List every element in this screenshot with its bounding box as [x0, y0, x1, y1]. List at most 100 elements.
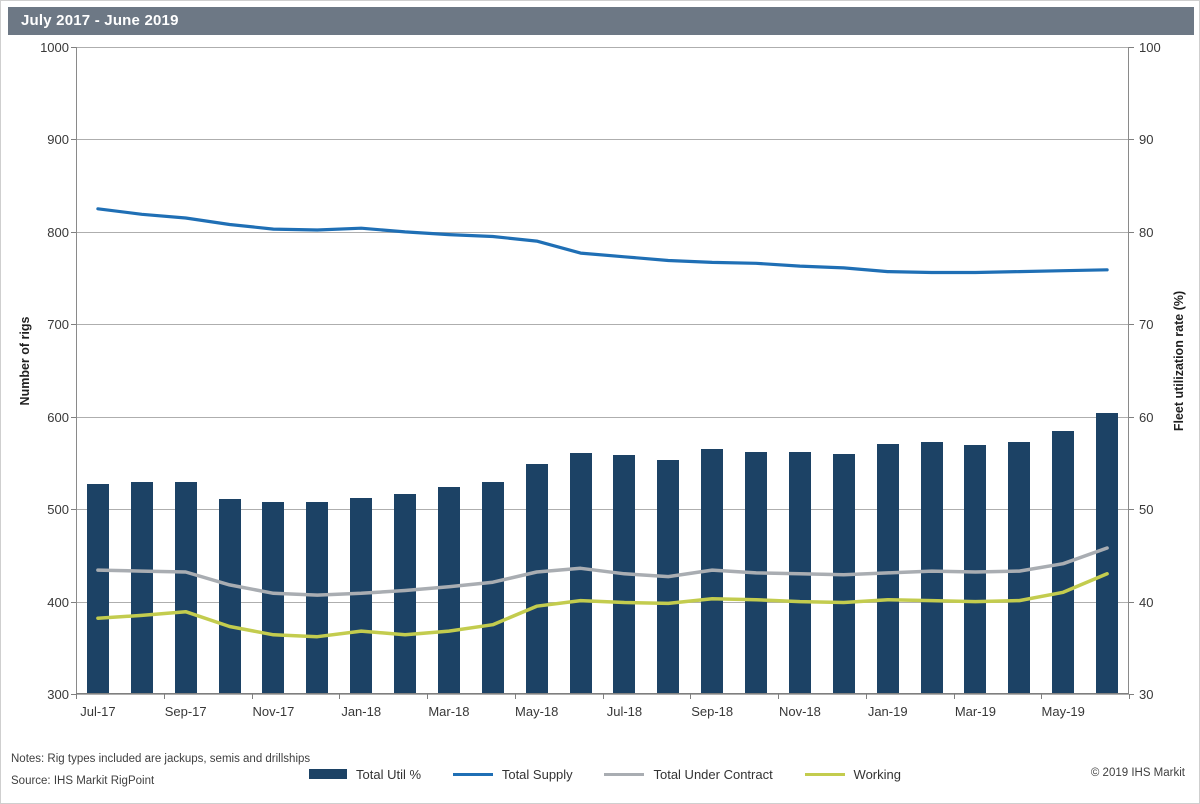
bar-Jan-19 [876, 443, 899, 693]
x-tick-mark [690, 694, 692, 699]
legend-label: Total Util % [356, 766, 422, 782]
right-tick-mark [1129, 47, 1134, 48]
left-tick-1000: 1000 [40, 40, 69, 55]
x-tick-mark [514, 694, 516, 699]
x-tick-label-Mar-18: Mar-18 [428, 704, 470, 719]
copyright-text: © 2019 IHS Markit [1090, 767, 1185, 779]
x-tick-label-Jan-19: Jan-19 [867, 704, 908, 719]
right-tick-mark [1129, 509, 1134, 511]
legend-item-working: Working [804, 766, 901, 782]
x-tick-mark [602, 694, 604, 699]
right-tick-mark [1129, 601, 1134, 603]
x-tick-mark [1129, 694, 1130, 699]
bar-Jun-18 [569, 452, 592, 693]
left-tick-mark [71, 509, 76, 511]
right-tick-100: 100 [1139, 40, 1161, 55]
bar-Jan-18 [350, 498, 373, 693]
left-tick-mark [71, 231, 76, 233]
right-tick-60: 60 [1139, 409, 1154, 425]
legend-label: Working [853, 766, 901, 782]
legend-line-swatch [452, 772, 493, 776]
gridline-900 [76, 139, 1129, 141]
source-text: Source: IHS Markit RigPoint [11, 775, 155, 787]
x-tick-label-May-18: May-18 [515, 704, 559, 719]
notes-text: Notes: Rig types included are jackups, s… [11, 753, 311, 765]
chart-title: July 2017 - June 2019 [21, 12, 179, 29]
x-tick-mark [865, 694, 867, 699]
left-tick-mark [71, 139, 76, 141]
x-tick-mark [427, 694, 428, 699]
gridline-700 [76, 324, 1129, 326]
bar-May-19 [1052, 430, 1075, 693]
bar-Dec-17 [306, 501, 329, 693]
left-axis-line [76, 47, 77, 694]
right-tick-mark [1129, 694, 1134, 695]
right-tick-90: 90 [1139, 132, 1154, 148]
gridline-800 [76, 231, 1129, 233]
legend-item-total-supply: Total Supply [452, 767, 573, 782]
bar-Feb-18 [394, 494, 417, 693]
right-tick-40: 40 [1139, 594, 1154, 610]
left-tick-600: 600 [47, 409, 69, 425]
x-tick-label-May-19: May-19 [1041, 704, 1085, 719]
line-working [96, 572, 1109, 639]
x-tick-label-Jan-18: Jan-18 [341, 704, 382, 719]
right-tick-70: 70 [1139, 317, 1154, 333]
bar-May-18 [525, 463, 548, 693]
left-tick-mark [71, 416, 76, 418]
legend-bar-swatch [309, 769, 347, 779]
right-axis-title: Fleet utilization rate (%) [1172, 290, 1186, 432]
right-tick-80: 80 [1139, 224, 1154, 240]
gridline-1000 [76, 47, 1129, 48]
left-tick-mark [71, 601, 76, 603]
right-tick-50: 50 [1139, 502, 1154, 518]
bar-Oct-17 [218, 498, 241, 693]
left-tick-300: 300 [47, 687, 69, 702]
x-tick-mark [251, 694, 253, 699]
legend-line-swatch [604, 772, 645, 776]
line-series-layer [96, 207, 1109, 639]
legend-line-swatch [804, 772, 845, 776]
footnotes: Notes: Rig types included are jackups, s… [11, 748, 310, 792]
bar-Aug-17 [130, 482, 153, 693]
legend-label: Total Under Contract [653, 766, 773, 782]
bar-Mar-19 [964, 445, 987, 693]
line-total-supply [96, 207, 1109, 275]
x-tick-label-Nov-18: Nov-18 [778, 704, 821, 719]
left-tick-700: 700 [47, 317, 69, 333]
right-tick-mark [1129, 416, 1134, 418]
x-tick-mark [339, 694, 341, 699]
x-tick-label-Mar-19: Mar-19 [954, 704, 997, 719]
left-tick-mark [71, 694, 76, 695]
x-tick-label-Sep-18: Sep-18 [691, 704, 734, 719]
line-total-under-contract [96, 546, 1109, 597]
bar-Sep-17 [174, 482, 197, 693]
x-tick-mark [778, 694, 779, 699]
left-tick-900: 900 [47, 132, 69, 148]
bar-Jul-17 [86, 484, 109, 693]
x-tick-mark [163, 694, 165, 699]
bar-Nov-17 [262, 501, 285, 693]
right-axis-line [1128, 47, 1129, 694]
left-tick-mark [71, 47, 76, 48]
x-axis-line [76, 693, 1129, 694]
x-tick-label-Sep-17: Sep-17 [164, 704, 207, 719]
x-tick-label-Jul-18: Jul-18 [606, 704, 643, 719]
x-tick-mark [1041, 694, 1043, 699]
bar-Jun-19 [1096, 413, 1119, 693]
right-tick-mark [1129, 231, 1134, 233]
gridline-500 [76, 509, 1129, 511]
legend: Total Util % Total Supply Total Under Cont… [309, 764, 901, 784]
x-tick-label-Jul-17: Jul-17 [80, 704, 116, 719]
right-tick-mark [1129, 324, 1134, 326]
x-tick-mark [76, 694, 77, 699]
left-tick-400: 400 [47, 594, 69, 610]
legend-item-total-util-: Total Util % [309, 767, 421, 782]
right-tick-30: 30 [1139, 687, 1154, 702]
x-tick-mark [953, 694, 955, 699]
chart-title-bar: July 2017 - June 2019 [8, 7, 1194, 35]
bar-Apr-19 [1008, 441, 1031, 693]
left-tick-mark [71, 324, 76, 326]
left-tick-800: 800 [47, 224, 69, 240]
